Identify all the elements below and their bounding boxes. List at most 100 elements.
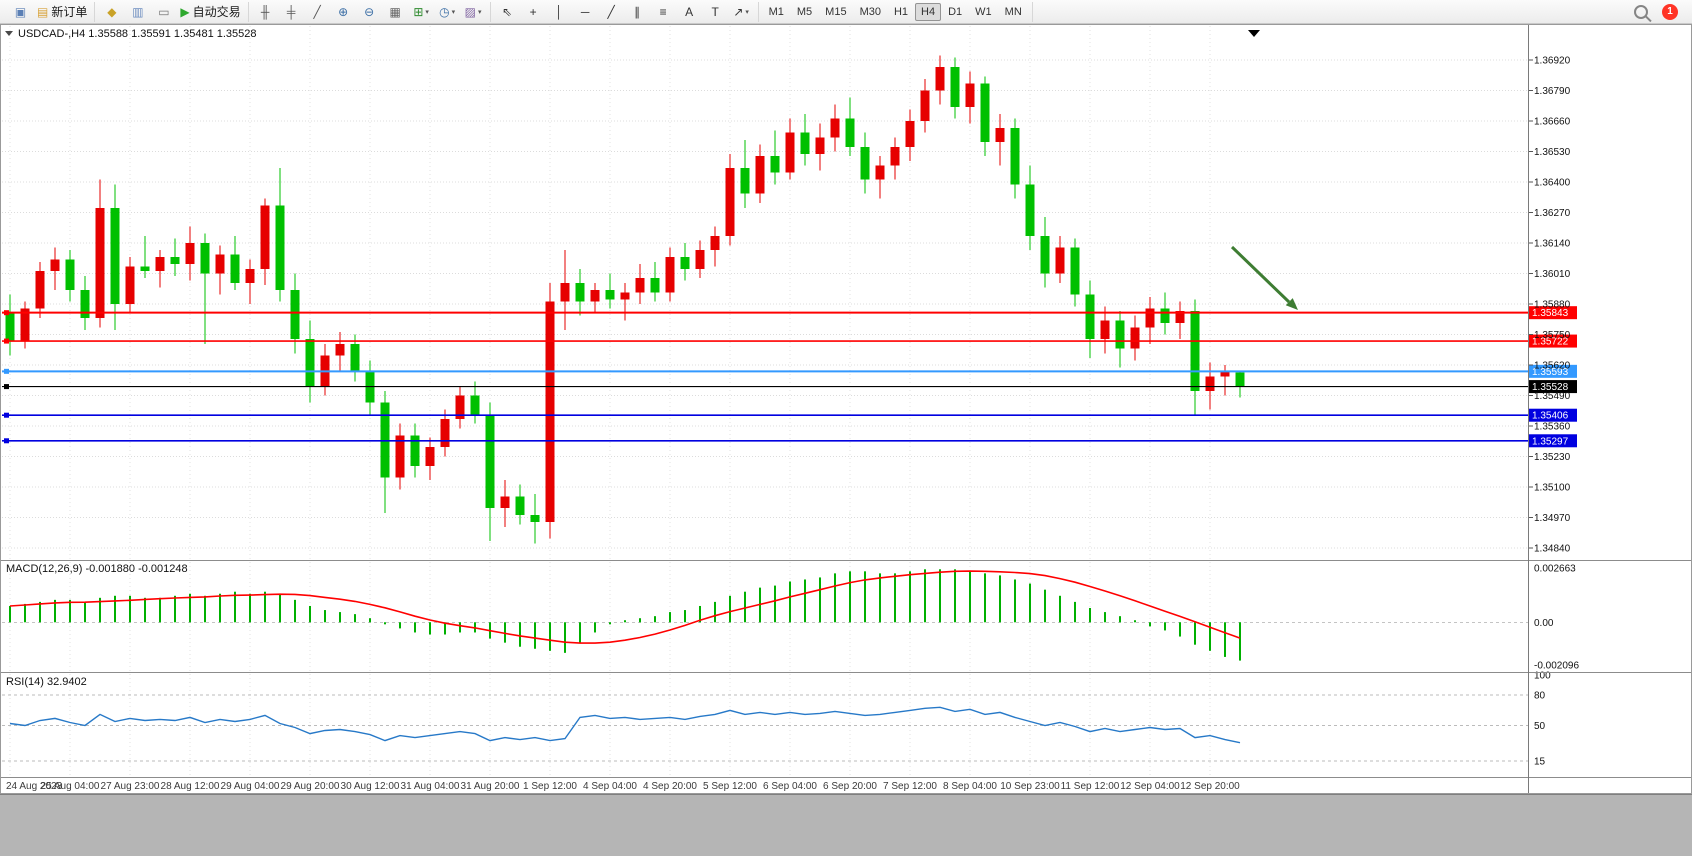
candlestick-chart-button[interactable]: ╪ bbox=[279, 1, 304, 22]
timeframe-m30-button[interactable]: M30 bbox=[859, 5, 881, 18]
text-label-button[interactable]: T bbox=[703, 1, 728, 22]
candle-body bbox=[1070, 247, 1080, 295]
candle-body bbox=[230, 254, 240, 283]
indicators-button[interactable]: ⊞ bbox=[409, 1, 434, 22]
horizontal-line-objects[interactable]: 1.35843 1.35722 1.35593 1.35528 1.35406 1.352… bbox=[2, 306, 1577, 448]
one-click-trading-toggle[interactable] bbox=[5, 31, 13, 36]
price-scale-label: 1.35230 bbox=[1534, 452, 1571, 463]
timeframe-mn-button[interactable]: MN bbox=[1004, 5, 1022, 18]
candle-body bbox=[305, 339, 315, 387]
timeframe-w1-button[interactable]: W1 bbox=[975, 5, 992, 18]
periods-button[interactable]: ◷ bbox=[435, 1, 460, 22]
line-anchor[interactable] bbox=[4, 368, 9, 374]
chart-window: 1.35843 1.35722 1.35593 1.35528 1.35406 1.352… bbox=[0, 24, 1692, 794]
text-button[interactable]: A bbox=[677, 1, 702, 22]
timeframe-m15-button[interactable]: M15 bbox=[825, 5, 847, 18]
line-anchor[interactable] bbox=[4, 384, 9, 390]
line-chart-button[interactable]: ╱ bbox=[305, 1, 330, 22]
timeframe-h1-button[interactable]: H1 bbox=[893, 5, 909, 18]
bar-chart-button[interactable]: ╫ bbox=[253, 1, 278, 22]
fibonacci-button[interactable]: ≡ bbox=[651, 1, 676, 22]
price-scale-label: 1.35750 bbox=[1534, 330, 1571, 341]
date-scale-label: 8 Sep 04:00 bbox=[943, 781, 997, 792]
price-tag bbox=[1529, 364, 1577, 378]
candle-body bbox=[1190, 311, 1200, 391]
candle-body bbox=[785, 132, 795, 173]
zoom-in-button[interactable]: ⊕ bbox=[331, 1, 356, 22]
crosshair-icon: + bbox=[529, 4, 537, 19]
new-chart-button[interactable]: ▣ bbox=[8, 1, 33, 22]
candle-body bbox=[515, 496, 525, 516]
timeframe-h4-button[interactable]: H4 bbox=[915, 2, 942, 21]
timeframe-d1-button[interactable]: D1 bbox=[948, 5, 963, 18]
new-order-button[interactable]: ▤ 新订单 bbox=[34, 1, 90, 22]
price-scale-label: 1.36530 bbox=[1534, 147, 1571, 158]
search-icon[interactable] bbox=[1634, 4, 1648, 19]
timeframe-m5-button[interactable]: M5 bbox=[796, 5, 813, 18]
navigator-button[interactable]: ▥ bbox=[125, 1, 150, 22]
chart-shift-marker[interactable] bbox=[1248, 30, 1260, 37]
price-scale-label: 1.36660 bbox=[1534, 117, 1571, 128]
date-scale-label: 25 Aug 04:00 bbox=[41, 781, 100, 792]
horizontal-line-object[interactable]: 1.35528 bbox=[2, 380, 1577, 394]
candle-body bbox=[80, 289, 90, 319]
chart-plot-area[interactable] bbox=[0, 24, 1692, 794]
candle-body bbox=[275, 205, 285, 290]
line-anchor[interactable] bbox=[4, 310, 9, 316]
arrows-button[interactable]: ↗ bbox=[729, 1, 754, 22]
arrow-shaft[interactable] bbox=[1230, 245, 1291, 304]
macd-header: MACD(12,26,9) -0.001880 -0.001248 bbox=[6, 563, 188, 575]
horizontal-line-button[interactable]: ─ bbox=[573, 1, 598, 22]
fibonacci-icon: ≡ bbox=[659, 4, 667, 19]
candle-body bbox=[665, 257, 675, 293]
candle-body bbox=[905, 121, 915, 147]
zoom-out-button[interactable]: ⊖ bbox=[357, 1, 382, 22]
terminal-button[interactable]: ▭ bbox=[151, 1, 176, 22]
date-scale-label: 31 Aug 04:00 bbox=[401, 781, 460, 792]
price-scale-label: 1.35620 bbox=[1534, 361, 1571, 372]
vertical-line-button[interactable]: │ bbox=[547, 1, 572, 22]
price-scale-label: 1.36140 bbox=[1534, 239, 1571, 250]
line-anchor[interactable] bbox=[4, 412, 9, 418]
candle-body bbox=[365, 372, 375, 403]
price-scale-label: 1.34970 bbox=[1534, 513, 1571, 524]
candle-body bbox=[1130, 327, 1140, 349]
date-scale-label: 12 Sep 20:00 bbox=[1180, 781, 1240, 792]
date-scale-label: 4 Sep 04:00 bbox=[583, 781, 637, 792]
indicators-icon: ⊞ bbox=[413, 4, 424, 19]
horizontal-line-object[interactable]: 1.35593 bbox=[2, 364, 1577, 378]
horizontal-line-object[interactable]: 1.35843 bbox=[2, 306, 1577, 320]
candle-body bbox=[35, 271, 45, 309]
horizontal-line-object[interactable]: 1.35406 bbox=[2, 408, 1577, 422]
tile-windows-button[interactable]: ▦ bbox=[383, 1, 408, 22]
crosshair-button[interactable]: + bbox=[521, 1, 546, 22]
candle-body bbox=[920, 90, 930, 121]
candle-body bbox=[410, 435, 420, 466]
candle-body bbox=[650, 278, 660, 293]
equidistant-channel-button[interactable]: ∥ bbox=[625, 1, 650, 22]
line-anchor[interactable] bbox=[4, 338, 9, 344]
horizontal-line-object[interactable]: 1.35722 bbox=[2, 334, 1577, 348]
date-scale-label: 4 Sep 20:00 bbox=[643, 781, 697, 792]
autotrading-button[interactable]: ▶ 自动交易 bbox=[177, 1, 243, 22]
zoom-in-icon: ⊕ bbox=[338, 4, 349, 19]
candle-body bbox=[245, 268, 255, 283]
timeframe-m1-button[interactable]: M1 bbox=[768, 5, 784, 18]
notification-badge[interactable]: 1 bbox=[1662, 3, 1678, 20]
candle-body bbox=[620, 292, 630, 300]
toolbar-right: 1 bbox=[1634, 3, 1688, 20]
chart-header: USDCAD-,H4 1.35588 1.35591 1.35481 1.355… bbox=[18, 28, 257, 40]
date-scale-label: 11 Sep 12:00 bbox=[1061, 781, 1120, 792]
arrow-object[interactable] bbox=[1230, 245, 1298, 310]
line-anchor[interactable] bbox=[4, 438, 9, 444]
horizontal-line-object[interactable]: 1.35297 bbox=[2, 434, 1577, 448]
profiles-button[interactable]: ◆ bbox=[99, 1, 124, 22]
terminal-icon: ▭ bbox=[158, 4, 170, 19]
arrow-head[interactable] bbox=[1285, 298, 1298, 310]
candle-body bbox=[980, 83, 990, 143]
cursor-button[interactable]: ⇖ bbox=[495, 1, 520, 22]
trendline-button[interactable]: ╱ bbox=[599, 1, 624, 22]
candle-body bbox=[1145, 308, 1155, 328]
templates-button[interactable]: ▨ bbox=[461, 1, 486, 22]
